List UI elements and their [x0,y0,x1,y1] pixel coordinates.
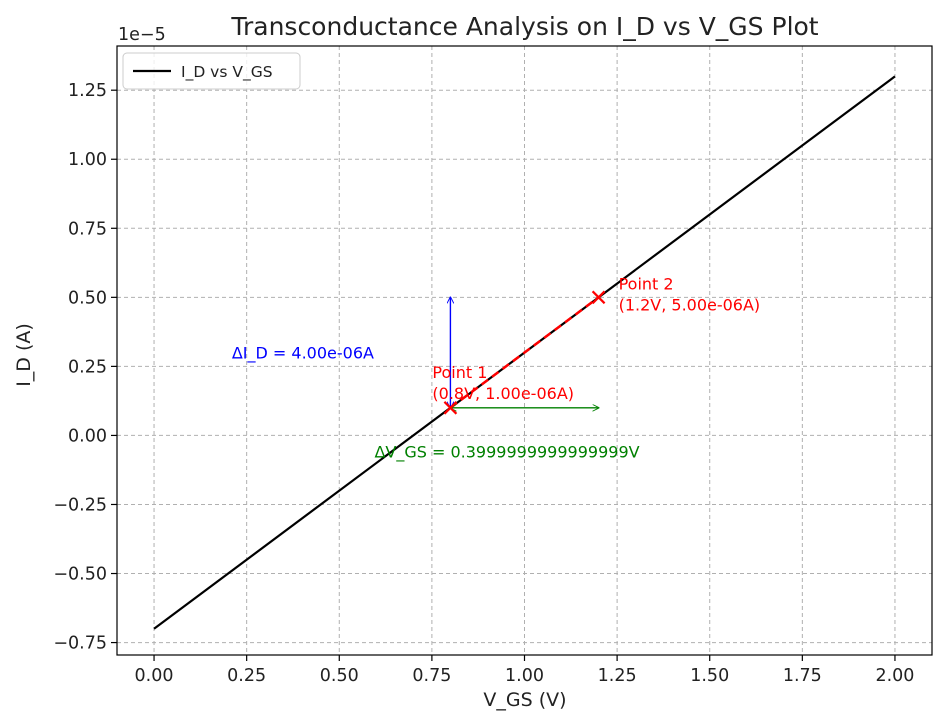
y-tick-label: −0.50 [53,565,107,585]
y-tick-label: 1.25 [68,81,107,101]
point-marker [591,290,606,305]
x-tick-label: 2.00 [875,666,914,686]
point-marker-stroke [443,401,458,415]
x-axis-label: V_GS (V) [483,689,566,711]
point-coords: (0.8V, 1.00e-06A) [432,384,574,403]
y-offset-label: 1e−5 [118,25,166,45]
y-tick-label: 0.75 [68,219,107,239]
y-tick-label: −0.25 [53,495,107,515]
x-tick-label: 1.25 [598,666,637,686]
point-label: Point 1 [432,363,487,382]
point-coords: (1.2V, 5.00e-06A) [619,296,761,315]
axis-ticks: 0.00 0.25 0.50 0.75 1.00 1.25 1.50 1.75 2.00 −0.7… [53,81,914,686]
legend-box [122,52,301,90]
point-label: Point 2 [619,275,674,294]
x-tick-label: 0.75 [412,666,451,686]
x-tick-label: 0.50 [320,666,359,686]
delta-id-label: ΔI_D = 4.00e-06A [232,344,374,364]
x-tick-label: 1.50 [690,666,729,686]
y-axis-label: I_D (A) [13,323,35,387]
y-tick-label: 0.00 [68,426,107,446]
legend-entry: I_D vs V_GS [181,63,273,82]
x-tick-label: 1.75 [783,666,822,686]
chart-title: Transconductance Analysis on I_D vs V_GS… [230,12,818,41]
legend: I_D vs V_GS [122,52,301,90]
y-tick-label: 0.25 [68,357,107,377]
y-tick-label: 0.50 [68,288,107,308]
delta-vgs-label: ΔV_GS = 0.3999999999999999V [374,442,639,462]
y-tick-label: −0.75 [53,634,107,654]
point-marker-stroke [591,290,606,305]
plot-frame [116,45,933,656]
y-tick-label: 1.00 [68,150,107,170]
x-tick-label: 0.00 [135,666,174,686]
grid [117,46,932,655]
point-marker [443,401,458,415]
x-tick-label: 0.25 [227,666,266,686]
annotations: ΔI_D = 4.00e-06A ΔV_GS = 0.39999999999999… [232,275,760,463]
secant-line [449,296,600,409]
x-tick-label: 1.00 [505,666,544,686]
